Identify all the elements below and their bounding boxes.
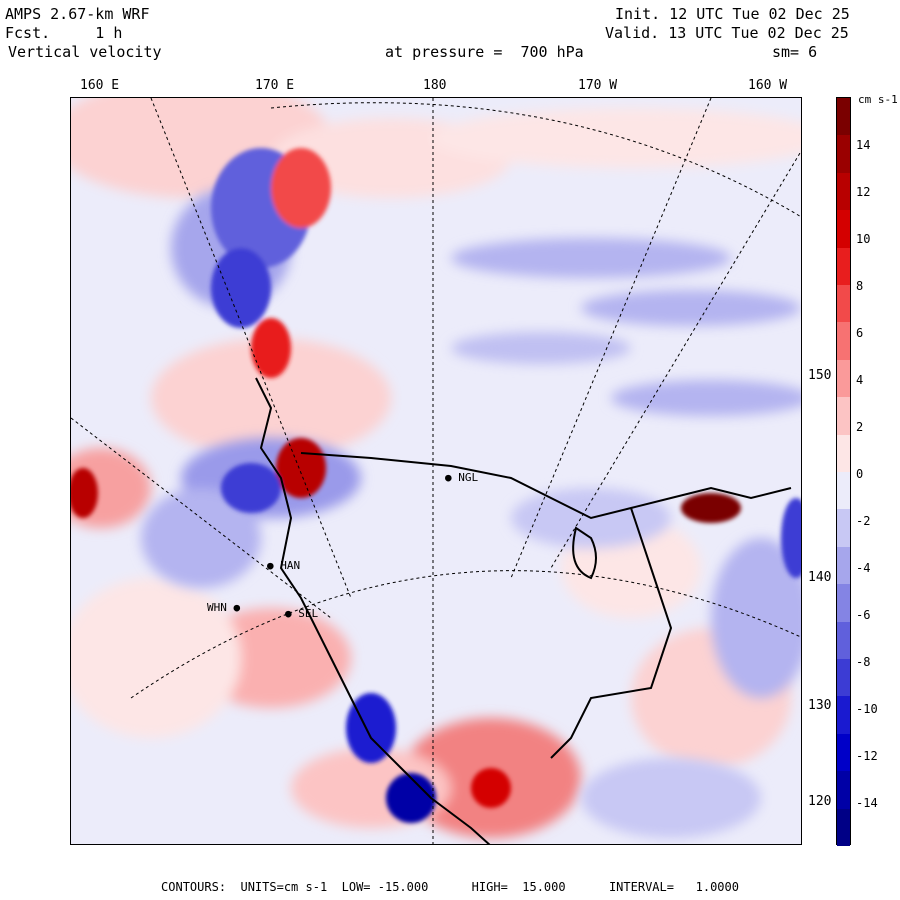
map-field: [71, 98, 801, 844]
colorbar-tick-label: 10: [856, 232, 871, 246]
pressure-level: at pressure = 700 hPa: [385, 43, 584, 61]
colorbar-swatch: [837, 98, 850, 136]
colorbar-units: cm s-1: [858, 93, 898, 106]
graticule: [71, 98, 801, 844]
station-han: ● HAN: [267, 559, 301, 572]
colorbar-tick-label: 2: [856, 420, 864, 434]
forecast-hour: Fcst. 1 h: [5, 24, 123, 42]
colorbar-swatch: [837, 472, 850, 510]
colorbar-swatch: [837, 808, 850, 846]
lon-label: 180: [423, 78, 447, 93]
convective-cores: [71, 148, 801, 823]
lon-label: 160 E: [80, 78, 120, 93]
colorbar-swatch: [837, 359, 850, 398]
colorbar-swatch: [837, 696, 850, 734]
colorbar-swatch: [837, 546, 850, 585]
colorbar-swatch: [837, 584, 850, 622]
colorbar-tick-label: -4: [856, 561, 871, 575]
map-panel: ● NGL ● HAN WHN ● ● SEL: [70, 97, 802, 845]
colorbar-swatch: [837, 135, 850, 173]
valid-time: Valid. 13 UTC Tue 02 Dec 25: [605, 24, 849, 42]
colorbar-swatch: [837, 247, 850, 285]
colorbar-swatch: [837, 621, 850, 659]
model-title: AMPS 2.67-km WRF: [5, 5, 150, 23]
colorbar-swatch: [837, 659, 850, 697]
lon-label: 160 W: [748, 78, 788, 93]
colorbar-swatch: [837, 285, 850, 323]
colorbar-swatch: [837, 322, 850, 360]
smoothing: sm= 6: [772, 43, 818, 61]
colorbar-swatch: [837, 771, 850, 809]
colorbar-tick-label: 12: [856, 185, 871, 199]
colorbar-swatch: [837, 210, 850, 248]
colorbar-tick-label: 6: [856, 326, 864, 340]
colorbar-tick-label: -2: [856, 514, 871, 528]
colorbar-swatch: [837, 733, 850, 772]
colorbar-tick-label: -14: [856, 796, 878, 810]
init-time: Init. 12 UTC Tue 02 Dec 25: [615, 5, 850, 23]
colorbar-swatch: [837, 397, 850, 435]
station-sel: ● SEL: [285, 607, 319, 620]
lon-label: 170 W: [578, 78, 618, 93]
station-ngl: ● NGL: [445, 471, 479, 484]
station-whn: WHN ●: [207, 601, 241, 614]
colorbar-tick-label: -6: [856, 608, 871, 622]
colorbar: [836, 97, 851, 846]
colorbar-swatch: [837, 172, 850, 211]
colorbar-tick-label: -8: [856, 655, 871, 669]
colorbar-swatch: [837, 434, 850, 472]
colorbar-tick-label: -10: [856, 702, 878, 716]
lon-label: 170 E: [255, 78, 295, 93]
colorbar-tick-label: 4: [856, 373, 864, 387]
colorbar-tick-label: 8: [856, 279, 864, 293]
colorbar-tick-label: 0: [856, 467, 864, 481]
colorbar-tick-label: 14: [856, 138, 871, 152]
contour-info: CONTOURS: UNITS=cm s-1 LOW= -15.000 HIGH…: [161, 880, 739, 894]
coastline: [255, 377, 792, 844]
colorbar-tick-label: -12: [856, 749, 878, 763]
colorbar-swatch: [837, 509, 850, 547]
field-name: Vertical velocity: [8, 43, 162, 61]
